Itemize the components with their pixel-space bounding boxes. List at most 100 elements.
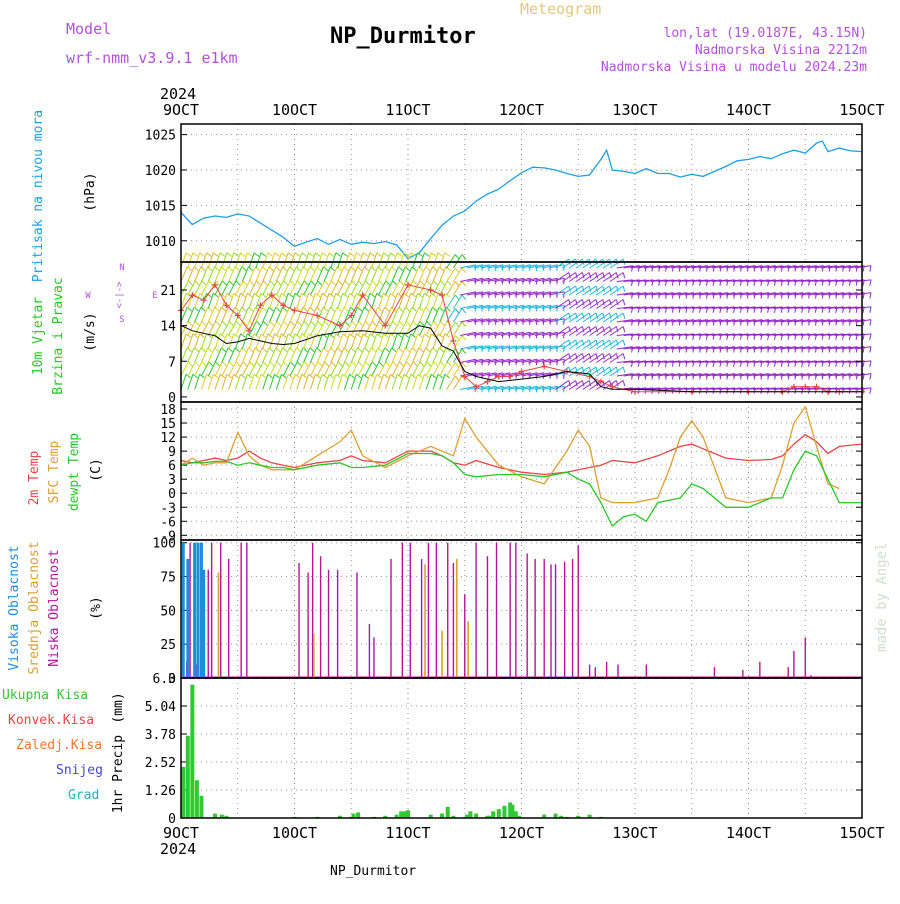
wind-barb-flag [575, 299, 578, 306]
wind-barb [316, 321, 326, 336]
wind-barb [766, 319, 783, 323]
wind-barb-flag [588, 312, 592, 319]
wind-barb [678, 265, 695, 269]
wind-barb-flag [274, 373, 280, 379]
wind-barb [432, 293, 439, 309]
compass-e: E [152, 291, 157, 301]
wind-barb-flag [355, 292, 362, 298]
wind-barb [303, 266, 311, 282]
wind-barb-flag [461, 281, 467, 287]
wind-barb [378, 307, 386, 323]
wind-barb [766, 346, 783, 350]
wind-barb-flag [461, 348, 467, 355]
wind-barb-flag [310, 280, 316, 286]
year-top: 2024 [160, 85, 196, 103]
wind-barb [384, 307, 392, 323]
wind-barb [180, 321, 189, 336]
temp2m-ylabel: 2m Temp [27, 450, 42, 505]
wind-barb [241, 321, 251, 336]
wind-barb [780, 279, 797, 282]
wind-barb [357, 266, 365, 282]
wind-barb [187, 307, 195, 323]
wind-barb [412, 252, 419, 269]
wind-barb-flag [290, 361, 296, 367]
wind-barb [282, 347, 290, 363]
wind-barb [725, 292, 742, 296]
wind-barb [541, 264, 558, 269]
wind-barb [623, 279, 640, 282]
wind-barb [384, 347, 392, 363]
wind-barb [671, 265, 688, 269]
wind-barb-flag [575, 380, 578, 387]
wind-barb [827, 360, 844, 363]
wind-barb-flag [215, 280, 221, 286]
wind-barb [684, 346, 701, 350]
wind-barb [262, 361, 271, 377]
wind-barb [460, 331, 476, 336]
wind-barb [712, 292, 729, 296]
wind-barb [718, 360, 735, 363]
wind-barb [589, 366, 604, 377]
wind-barb [616, 360, 633, 363]
wind-barb [746, 319, 763, 323]
wind-barb [255, 280, 264, 296]
wind-barb [316, 252, 323, 269]
cloud-ytick-label: 0 [168, 672, 176, 687]
wind-barb [664, 265, 681, 269]
wind-barb [637, 319, 654, 323]
wind-barb [180, 280, 189, 296]
wind-barb-flag [575, 285, 578, 292]
wind-barb [582, 339, 597, 350]
wind-barb-flag [568, 380, 571, 387]
wind-barb-flag [351, 280, 357, 286]
wind-barb [814, 265, 831, 269]
wind-barb [582, 272, 597, 282]
wind-barb-flag [568, 299, 571, 306]
wind-barb [303, 333, 310, 350]
wind-barb-flag [412, 320, 418, 327]
wind-barb [548, 331, 565, 336]
wind-barb [555, 312, 570, 323]
wind-barb [180, 347, 188, 363]
wind-barb-flag [378, 320, 384, 327]
wind-barb [596, 380, 610, 390]
wind-barb [575, 299, 590, 309]
wind-barb [194, 321, 203, 336]
wind-barb [555, 380, 570, 390]
wind-barb-flag [310, 361, 316, 367]
wind-barb [494, 385, 511, 390]
wind-barb [466, 372, 483, 377]
wind-barb [691, 319, 708, 323]
wind-barb [275, 307, 284, 323]
wind-barb [535, 318, 551, 323]
wind-barb [609, 353, 624, 363]
wind-barb [630, 292, 647, 296]
wind-barb [289, 321, 298, 336]
wind-barb [514, 264, 531, 269]
wind-barb [194, 347, 202, 363]
wind-barb [514, 331, 531, 336]
dewpt-ylabel: dewpt Temp [67, 433, 82, 511]
wind-barb [466, 277, 483, 282]
elevation-label: Nadmorska Visina 2212m [695, 43, 867, 58]
wind-barb-flag [365, 361, 370, 367]
wind-barb [466, 358, 483, 363]
wind-barb [330, 374, 337, 390]
wind-barb [637, 306, 654, 309]
mid-cloud-ylabel: Srednja Oblacnost [27, 541, 42, 674]
wind-barb-flag [869, 373, 872, 380]
wind-barb [330, 307, 338, 323]
wind-barb-flag [249, 361, 255, 367]
wind-barb [623, 319, 640, 323]
wind-barb [725, 306, 742, 309]
wind-barb [807, 333, 824, 336]
wind-barb [644, 373, 660, 377]
wind-barb-flag [424, 252, 430, 257]
wind-barb [746, 360, 763, 363]
wind-barb-flag [335, 373, 341, 379]
wind-barb [582, 258, 597, 269]
wind-barb-flag [185, 292, 192, 298]
wind-barb [289, 307, 297, 323]
wind-barb [535, 358, 551, 363]
